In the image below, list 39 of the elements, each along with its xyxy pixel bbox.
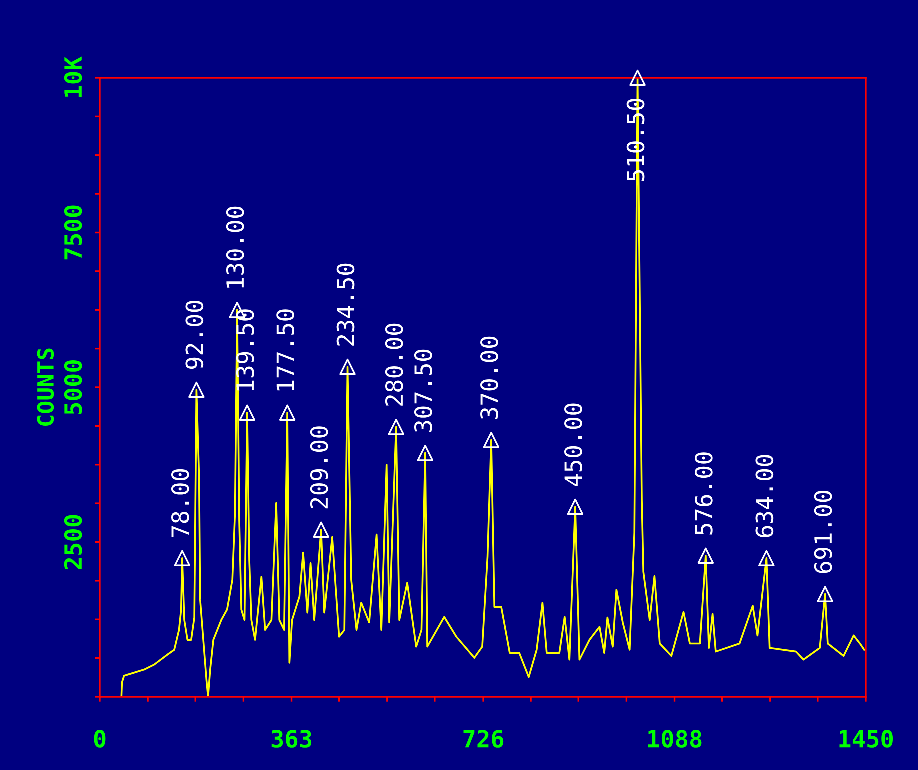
y-tick-label: 7500 xyxy=(64,206,82,260)
point xyxy=(340,358,356,376)
annotation: 130.00 xyxy=(226,206,244,288)
point xyxy=(279,404,296,421)
x-tick-label: 1450 xyxy=(840,730,894,748)
point xyxy=(698,548,714,564)
point xyxy=(239,404,256,421)
annotation: 209.00 xyxy=(310,426,328,509)
annotation: 78.00 xyxy=(171,469,190,538)
point xyxy=(483,432,500,448)
y-tick-label: 10K xyxy=(64,56,82,98)
annotation: 450.00 xyxy=(564,404,582,486)
point xyxy=(174,550,191,566)
annotation: 510.50 xyxy=(626,98,645,182)
point xyxy=(758,550,775,566)
x-tick-label: 1088 xyxy=(648,730,702,748)
x-tick-label: 726 xyxy=(464,730,504,748)
annotation: 370.00 xyxy=(480,336,498,420)
point xyxy=(388,419,404,436)
y-tick-label: 2500 xyxy=(64,515,82,570)
point xyxy=(630,70,646,86)
annotation: 280.00 xyxy=(385,324,404,406)
x-tick-label: 0 xyxy=(94,730,106,748)
point xyxy=(417,444,434,462)
y-axis-title: COUNTS xyxy=(37,348,54,426)
annotation: 92.00 xyxy=(186,300,204,370)
x-tick-label: 363 xyxy=(272,730,312,748)
point xyxy=(567,498,584,516)
annotation: 576.00 xyxy=(694,452,713,535)
point xyxy=(817,586,834,602)
annotation: 177.50 xyxy=(276,310,294,391)
annotation: 234.50 xyxy=(336,264,355,346)
annotation: 691.00 xyxy=(814,491,832,574)
point xyxy=(313,522,330,538)
point xyxy=(188,382,205,398)
annotation: 139.50 xyxy=(236,310,254,391)
annotation: 307.50 xyxy=(414,350,432,432)
annotation: 634.00 xyxy=(756,455,774,538)
y-tick-label: 5000 xyxy=(64,360,82,414)
